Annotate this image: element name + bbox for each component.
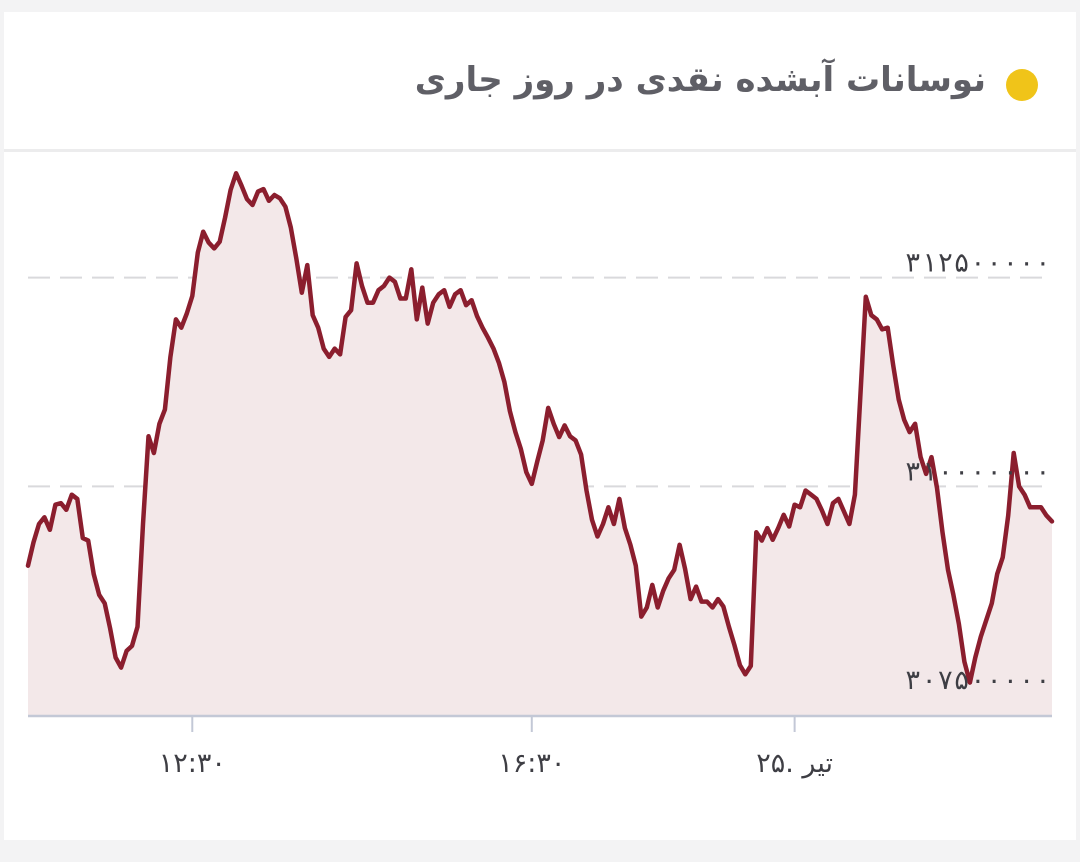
x-tick-label: ۲۵. تیر: [756, 748, 833, 779]
y-tick-label: ۳۰۷۵۰۰۰۰۰: [905, 665, 1051, 696]
price-area: [28, 173, 1052, 717]
y-tick-labels: ۳۰۷۵۰۰۰۰۰ ۳۱۰۰۰۰۰۰۰ ۳۱۲۵۰۰۰۰۰: [905, 248, 1051, 697]
price-line: [25, 171, 1055, 685]
x-tick-label: ۱۶:۳۰: [498, 748, 565, 779]
card-header: نوسانات آبشده نقدی در روز جاری: [4, 12, 1076, 152]
y-tick-label: ۳۱۰۰۰۰۰۰۰: [905, 456, 1051, 487]
title-dot-icon: [1006, 69, 1038, 101]
chart-title: نوسانات آبشده نقدی در روز جاری: [414, 60, 986, 100]
x-tick-labels: ۱۲:۳۰ ۱۶:۳۰ ۲۵. تیر: [159, 716, 833, 779]
x-tick-label: ۱۲:۳۰: [159, 748, 226, 779]
y-tick-label: ۳۱۲۵۰۰۰۰۰: [905, 248, 1051, 279]
